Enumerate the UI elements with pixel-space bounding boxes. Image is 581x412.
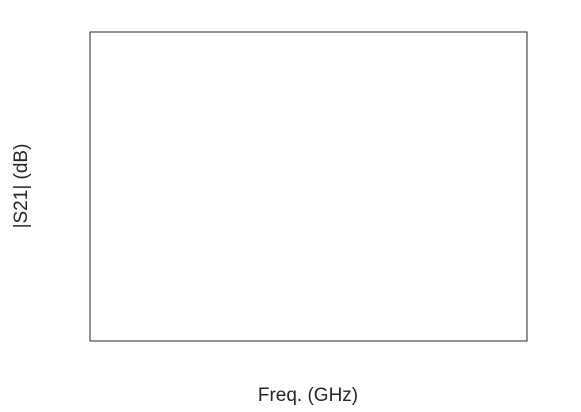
- plot-area: [90, 32, 527, 341]
- axes-box: [89, 31, 528, 342]
- y-axis-label: |S21| (dB): [11, 144, 32, 229]
- x-axis-label: Freq. (GHz): [258, 385, 358, 406]
